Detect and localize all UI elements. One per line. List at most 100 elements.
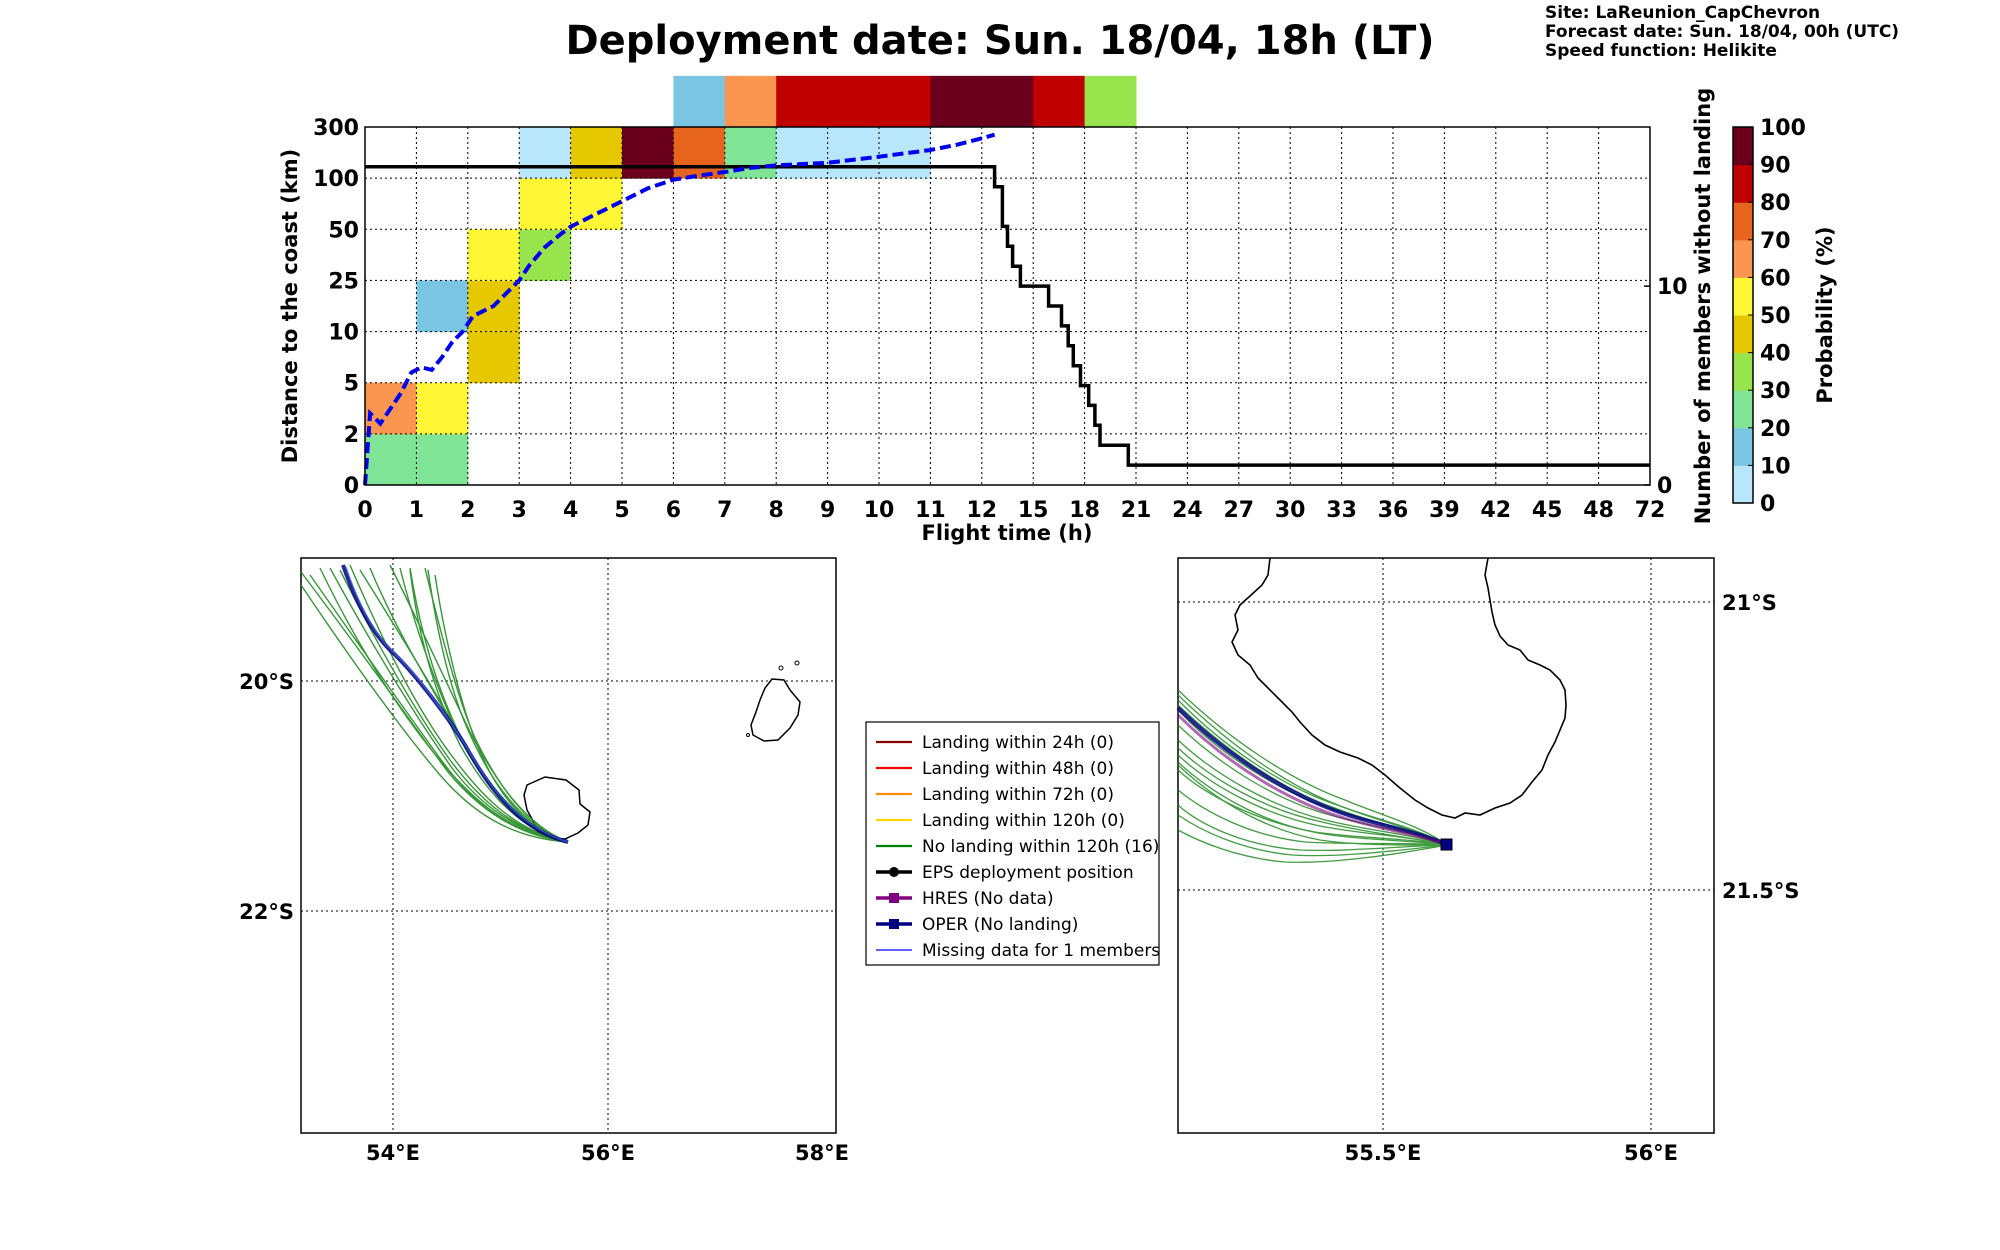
colorbar-label: Probability (%) (1813, 226, 1837, 403)
y-tick-10: 10 (328, 321, 359, 346)
y2-axis-label: Number of members without landing (1691, 88, 1715, 525)
colorbar-tick-40: 40 (1760, 342, 1791, 367)
x-tick-10: 10 (864, 498, 895, 523)
colorbar-tick-60: 60 (1760, 266, 1791, 291)
heat-cell-26 (1033, 75, 1086, 128)
heat-cell-11 (519, 127, 572, 179)
forecast-info: Site: LaReunion_CapChevron Forecast date… (1545, 4, 1899, 61)
heat-cell-23 (879, 75, 931, 128)
oper-trajectory-zoomed (1176, 706, 1448, 847)
x-tick-7: 7 (717, 498, 732, 523)
heat-cell-4 (416, 280, 469, 333)
x-tick-12: 12 (966, 498, 997, 523)
x-tick-5: 5 (614, 498, 629, 523)
colorbar-tick-100: 100 (1760, 116, 1806, 141)
map1-lon-tick-1: 56°E (581, 1141, 635, 1165)
colorbar-tick-labels: 0 10 20 30 40 50 60 70 80 90 100 (1748, 116, 1806, 517)
colorbar-tick-50: 50 (1760, 304, 1791, 329)
x-tick-30: 30 (1275, 498, 1306, 523)
y2-tick-0: 0 (1657, 474, 1672, 499)
colorbar-tick-0: 0 (1760, 492, 1775, 517)
islet-1 (778, 665, 784, 671)
regional-trajectory-map: 54°E 56°E 58°E 20°S 22°S (239, 557, 849, 1165)
trajectory-legend: Landing within 24h (0) Landing within 48h… (865, 721, 1160, 966)
x-tick-27: 27 (1223, 498, 1254, 523)
legend-label-1: Landing within 48h (0) (922, 759, 1114, 779)
x-tick-3: 3 (512, 498, 527, 523)
y-tick-25: 25 (328, 269, 359, 294)
x-tick-0: 0 (357, 498, 372, 523)
y-tick-100: 100 (313, 167, 359, 192)
colorbar-tick-10: 10 (1760, 454, 1791, 479)
map2-lon-tick-0: 55.5°E (1345, 1141, 1422, 1165)
x-tick-4: 4 (563, 498, 578, 523)
heat-cell-27 (1084, 75, 1137, 128)
legend-label-2: Landing within 72h (0) (922, 785, 1114, 805)
local-trajectory-map: 55.5°E 56°E 21°S 21.5°S (1176, 557, 1799, 1165)
colorbar-bin-9 (1733, 127, 1753, 166)
heat-cell-14 (673, 127, 726, 179)
forecast-date-label: Forecast date: Sun. 18/04, 00h (UTC) (1545, 22, 1900, 42)
map1-lon-tick-0: 54°E (366, 1141, 420, 1165)
map2-lon-tick-1: 56°E (1624, 1141, 1678, 1165)
x-tick-21: 21 (1121, 498, 1152, 523)
legend-item-2: Landing within 72h (0) (876, 785, 1114, 805)
x-tick-labels: 0 1 2 3 4 5 6 7 8 9 10 11 12 15 18 21 24 27 30 33 36 39 42 45 48… (357, 498, 1665, 523)
colorbar-tick-80: 80 (1760, 191, 1791, 216)
heat-cell-7 (467, 229, 520, 281)
legend-item-1: Landing within 48h (0) (876, 759, 1114, 779)
legend-item-8: Missing data for 1 members (876, 941, 1160, 961)
members-without-landing-line (365, 165, 1650, 467)
map2-lat-tick-0: 21°S (1722, 591, 1777, 615)
legend-item-5: EPS deployment position (876, 863, 1134, 883)
x-tick-18: 18 (1069, 498, 1100, 523)
x-tick-8: 8 (769, 498, 784, 523)
probability-cells (365, 75, 1137, 486)
x-tick-24: 24 (1172, 498, 1203, 523)
map1-lat-tick-1: 22°S (239, 900, 294, 924)
heat-cell-15 (724, 127, 777, 179)
map2-longitude-ticks: 55.5°E 56°E (1345, 1141, 1678, 1165)
heat-cell-0 (365, 433, 417, 486)
islet-2 (794, 660, 800, 666)
colorbar-bin-3 (1733, 352, 1753, 391)
colorbar-tick-20: 20 (1760, 417, 1791, 442)
y-tick-5: 5 (344, 372, 359, 397)
x-tick-1: 1 (409, 498, 424, 523)
x-tick-9: 9 (820, 498, 835, 523)
heat-cell-24 (930, 75, 983, 128)
map2-latitude-ticks: 21°S 21.5°S (1722, 591, 1799, 903)
heat-cell-16 (776, 127, 829, 179)
map1-lat-tick-0: 20°S (239, 670, 294, 694)
probability-colorbar (1733, 127, 1753, 504)
x-tick-6: 6 (666, 498, 681, 523)
colorbar-bin-8 (1733, 164, 1753, 203)
y-tick-50: 50 (328, 218, 359, 243)
speed-function-label: Speed function: Helikite (1545, 41, 1777, 61)
legend-item-4: No landing within 120h (16) (876, 837, 1159, 857)
x-tick-72: 72 (1635, 498, 1666, 523)
y-tick-0: 0 (344, 474, 359, 499)
x-tick-39: 39 (1429, 498, 1460, 523)
zoomed-member-trajectories (1177, 689, 1448, 863)
heat-cell-18 (879, 127, 931, 179)
y2-tick-labels: 0 10 (1644, 275, 1688, 499)
colorbar-tick-70: 70 (1760, 229, 1791, 254)
heat-cell-21 (776, 75, 829, 128)
heat-cell-25 (981, 75, 1034, 128)
page-title: Deployment date: Sun. 18/04, 18h (LT) (565, 18, 1435, 64)
colorbar-bin-1 (1733, 427, 1753, 466)
deployment-position-marker (1440, 838, 1453, 851)
heat-cell-20 (724, 75, 777, 128)
hres-trajectory-zoomed (1176, 713, 1448, 847)
x-tick-15: 15 (1018, 498, 1049, 523)
map2-lat-tick-1: 21.5°S (1722, 879, 1799, 903)
x-tick-48: 48 (1583, 498, 1614, 523)
legend-label-7: OPER (No landing) (922, 915, 1078, 935)
x-tick-11: 11 (915, 498, 946, 523)
y2-tick-10: 10 (1657, 275, 1688, 300)
x-axis-label: Flight time (h) (922, 521, 1093, 545)
legend-label-5: EPS deployment position (922, 863, 1134, 883)
